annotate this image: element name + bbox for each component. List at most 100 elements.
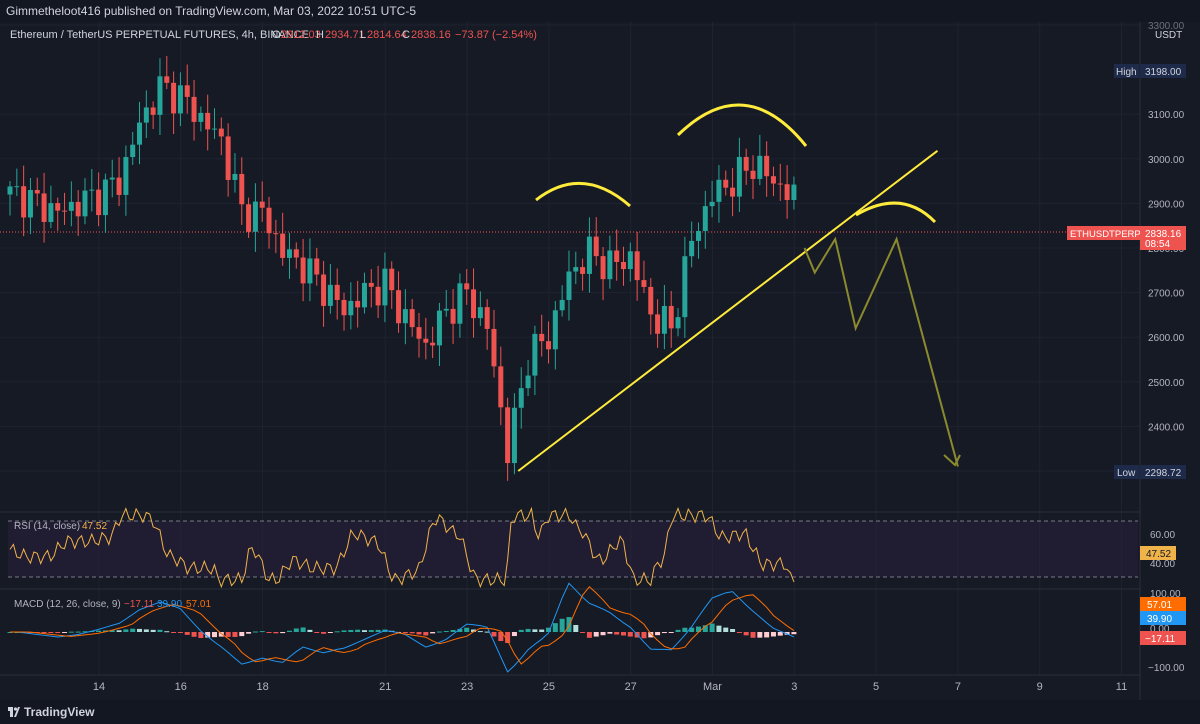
candle-body — [518, 388, 524, 408]
candle-body — [409, 309, 415, 328]
macd-tick: −100.00 — [1148, 663, 1185, 674]
macd-hist-bar — [68, 631, 74, 633]
price-tick: 2600.00 — [1148, 333, 1185, 344]
close-value: 2838.16 — [411, 29, 451, 41]
chart-canvas[interactable]: Ethereum / TetherUS PERPETUAL FUTURES, 4… — [0, 22, 1200, 700]
macd-hist-bar — [750, 632, 756, 638]
candle-body — [150, 107, 156, 115]
candle-body — [736, 156, 742, 197]
candle-body — [89, 189, 95, 191]
candle-body — [232, 173, 238, 180]
candle-body — [157, 76, 163, 115]
macd-label[interactable]: MACD (12, 26, close, 9) — [14, 599, 121, 610]
candle-body — [137, 122, 143, 145]
left-shoulder-arc[interactable] — [535, 181, 631, 208]
macd-hist-bar — [327, 632, 333, 633]
rsi-pane — [9, 506, 795, 589]
candle-body — [709, 201, 715, 207]
low-label: L — [360, 29, 366, 41]
candle-body — [62, 210, 68, 212]
rsi-label[interactable]: RSI (14, close) — [14, 521, 80, 532]
time-tick: Mar — [703, 681, 722, 693]
macd-hist-bar — [41, 632, 47, 633]
candle-body — [730, 187, 736, 197]
macd-hist-bar — [757, 632, 763, 638]
candle-body — [96, 189, 102, 216]
candle-body — [389, 268, 395, 291]
publisher-text: Gimmetheloot416 published on TradingView… — [6, 4, 417, 18]
candle-body — [191, 96, 197, 122]
candles — [7, 55, 797, 481]
footer-bar: TradingView — [0, 700, 1200, 724]
candle-body — [566, 271, 572, 300]
currency-label: USDT — [1155, 30, 1182, 41]
tradingview-logo[interactable]: TradingView — [8, 705, 94, 719]
price-pane[interactable] — [0, 22, 1140, 511]
candle-body — [505, 407, 511, 464]
macd-hist-bar — [641, 632, 647, 639]
macd-hist-bar — [539, 629, 545, 632]
macd-hist-bar — [655, 632, 661, 636]
candle-body — [450, 308, 456, 324]
candle-body — [641, 280, 647, 287]
candle-body — [491, 328, 497, 367]
rsi-value-text: 47.52 — [1146, 549, 1171, 560]
macd-hist-bar — [743, 632, 749, 636]
macd-signal-legend: 57.01 — [186, 599, 211, 610]
macd-value-tag — [1140, 611, 1186, 625]
macd-hist-bar — [164, 631, 170, 633]
projection-path[interactable] — [803, 236, 959, 467]
macd-hist-bar — [532, 629, 538, 632]
candle-body — [607, 250, 613, 280]
head-arc[interactable] — [676, 103, 808, 147]
macd-hist-bar — [614, 632, 620, 635]
rsi-band — [8, 521, 1138, 577]
macd-hist-bar — [791, 632, 797, 635]
candle-body — [511, 407, 517, 464]
macd-hist-bar — [416, 632, 422, 635]
price-tick: 3100.00 — [1148, 110, 1185, 121]
macd-hist-bar — [498, 632, 504, 642]
candle-body — [68, 201, 74, 211]
candle-body — [266, 207, 272, 234]
low-value-tag — [1140, 465, 1186, 479]
candle-body — [102, 179, 108, 216]
ohlc-values: O 2912.03 H 2934.71 L 2814.64 C 2838.16 … — [272, 29, 537, 41]
candle-body — [280, 233, 286, 258]
candle-body — [477, 307, 483, 319]
trendline[interactable] — [517, 149, 939, 472]
macd-hist-bar — [116, 630, 122, 632]
candle-body — [293, 249, 299, 258]
candle-body — [675, 317, 681, 329]
rsi-tick: 60.00 — [1150, 530, 1175, 541]
macd-hist-bar — [409, 632, 415, 634]
symbol-title[interactable]: Ethereum / TetherUS PERPETUAL FUTURES, 4… — [10, 29, 309, 41]
macd-hist-bar — [321, 632, 327, 634]
candle-body — [75, 201, 81, 217]
macd-hist-bar — [280, 632, 286, 634]
macd-hist-bar — [443, 631, 449, 633]
macd-hist-bar — [314, 632, 320, 633]
candle-body — [34, 190, 40, 194]
candle-body — [498, 366, 504, 408]
candle-body — [777, 183, 783, 185]
macd-hist-bar — [777, 632, 783, 636]
macd-hist-bar — [552, 623, 558, 632]
macd-hist-bar — [580, 632, 586, 633]
macd-hist-bar — [82, 631, 88, 633]
hist-value-tag — [1140, 631, 1186, 645]
macd-hist-bar — [355, 629, 361, 632]
macd-hist-bar — [695, 626, 701, 632]
time-axis[interactable]: 14 16 18 21 23 25 27 Mar 3 5 7 9 11 — [93, 681, 1127, 693]
candle-body — [14, 186, 20, 188]
macd-hist-bar — [212, 632, 217, 638]
candle-body — [436, 310, 442, 346]
candle-body — [164, 76, 170, 83]
candle-body — [334, 284, 340, 300]
macd-hist-bar — [232, 632, 238, 637]
right-shoulder-arc[interactable] — [855, 201, 937, 224]
candle-body — [423, 338, 429, 343]
macd-hist-bar — [491, 632, 497, 637]
open-value: 2912.03 — [281, 29, 321, 41]
macd-hist-bar — [266, 632, 272, 633]
